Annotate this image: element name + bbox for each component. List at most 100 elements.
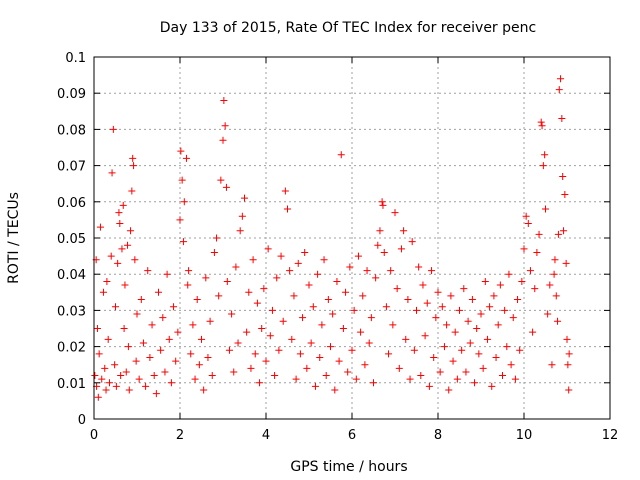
- data-point: [561, 191, 569, 199]
- data-point: [533, 248, 541, 256]
- x-tick-label: 6: [348, 428, 356, 443]
- data-point: [93, 325, 101, 332]
- y-tick-label: 0.04: [57, 268, 86, 283]
- data-point: [514, 296, 522, 304]
- data-point: [526, 267, 534, 275]
- data-point: [565, 350, 573, 358]
- data-point: [109, 125, 117, 133]
- x-tick-label: 2: [176, 428, 184, 443]
- data-point: [180, 198, 188, 206]
- data-point: [499, 372, 506, 380]
- data-point: [225, 346, 233, 354]
- data-point: [107, 252, 115, 260]
- data-point: [483, 335, 491, 343]
- data-point: [243, 328, 251, 336]
- data-point: [249, 256, 257, 264]
- data-point: [361, 361, 369, 369]
- data-point: [144, 267, 152, 275]
- data-point: [393, 285, 401, 293]
- data-point: [303, 364, 311, 372]
- x-axis-label: GPS time / hours: [290, 459, 407, 475]
- data-point: [507, 361, 515, 369]
- data-point: [346, 263, 354, 271]
- grid-lines: [94, 57, 610, 419]
- data-point: [311, 382, 319, 390]
- data-point: [402, 335, 410, 343]
- data-point: [148, 321, 156, 329]
- data-point: [370, 379, 377, 387]
- data-point: [119, 201, 127, 209]
- data-point: [223, 277, 231, 285]
- data-point: [551, 256, 559, 264]
- data-point: [333, 277, 341, 285]
- data-point: [299, 314, 307, 322]
- data-point: [490, 292, 498, 300]
- data-point: [210, 248, 218, 256]
- x-tick-label: 8: [434, 428, 442, 443]
- data-point: [170, 303, 178, 311]
- data-point: [309, 303, 317, 311]
- data-point: [363, 267, 371, 275]
- data-point: [120, 325, 128, 332]
- data-point: [105, 379, 113, 387]
- data-point: [115, 209, 123, 217]
- data-point: [496, 281, 504, 289]
- data-point: [445, 386, 453, 394]
- data-point: [150, 372, 158, 380]
- data-point: [350, 306, 358, 314]
- data-point: [133, 310, 141, 318]
- data-point: [475, 350, 483, 358]
- data-point: [152, 390, 160, 398]
- data-point: [425, 382, 433, 390]
- data-point: [245, 288, 253, 296]
- data-point: [492, 353, 500, 361]
- data-point: [95, 350, 103, 358]
- data-point: [124, 343, 132, 351]
- x-tick-label: 4: [262, 428, 270, 443]
- data-point: [112, 303, 119, 311]
- data-point: [516, 346, 524, 354]
- data-point: [94, 393, 102, 401]
- data-point: [139, 339, 147, 347]
- data-point: [324, 296, 332, 304]
- data-point: [473, 325, 481, 332]
- data-point: [142, 382, 150, 390]
- data-point: [165, 335, 173, 343]
- data-point: [558, 115, 566, 123]
- data-point: [529, 328, 537, 336]
- data-point: [468, 296, 476, 304]
- data-point: [284, 205, 291, 213]
- data-point: [359, 292, 367, 300]
- data-point: [137, 296, 145, 304]
- data-point: [520, 245, 528, 253]
- data-point: [273, 274, 281, 282]
- data-point: [191, 375, 199, 383]
- data-point: [337, 151, 345, 159]
- data-point: [121, 281, 129, 289]
- data-point: [456, 306, 463, 314]
- data-point: [258, 325, 266, 332]
- data-point: [294, 259, 302, 267]
- data-point: [96, 223, 104, 231]
- data-point: [397, 245, 405, 253]
- data-point: [560, 227, 568, 235]
- data-point: [122, 368, 130, 376]
- data-point: [544, 310, 552, 318]
- data-point: [524, 220, 532, 228]
- data-point: [91, 372, 99, 380]
- data-point: [124, 241, 132, 249]
- data-point: [488, 382, 496, 390]
- axis-ticks: 0 2 4 6 8 10 12 0 0.01 0.02 0.03 0.04 0.05 0.06 0.07 0.…: [57, 51, 618, 443]
- data-point: [288, 335, 296, 343]
- data-point: [185, 267, 193, 275]
- data-point: [241, 194, 248, 202]
- data-point: [307, 339, 315, 347]
- data-point: [184, 281, 192, 289]
- data-point: [410, 346, 418, 354]
- data-point: [327, 343, 334, 351]
- data-point: [292, 375, 300, 383]
- data-point: [434, 288, 442, 296]
- data-point: [130, 162, 138, 170]
- data-point: [176, 216, 184, 224]
- data-point: [132, 357, 140, 365]
